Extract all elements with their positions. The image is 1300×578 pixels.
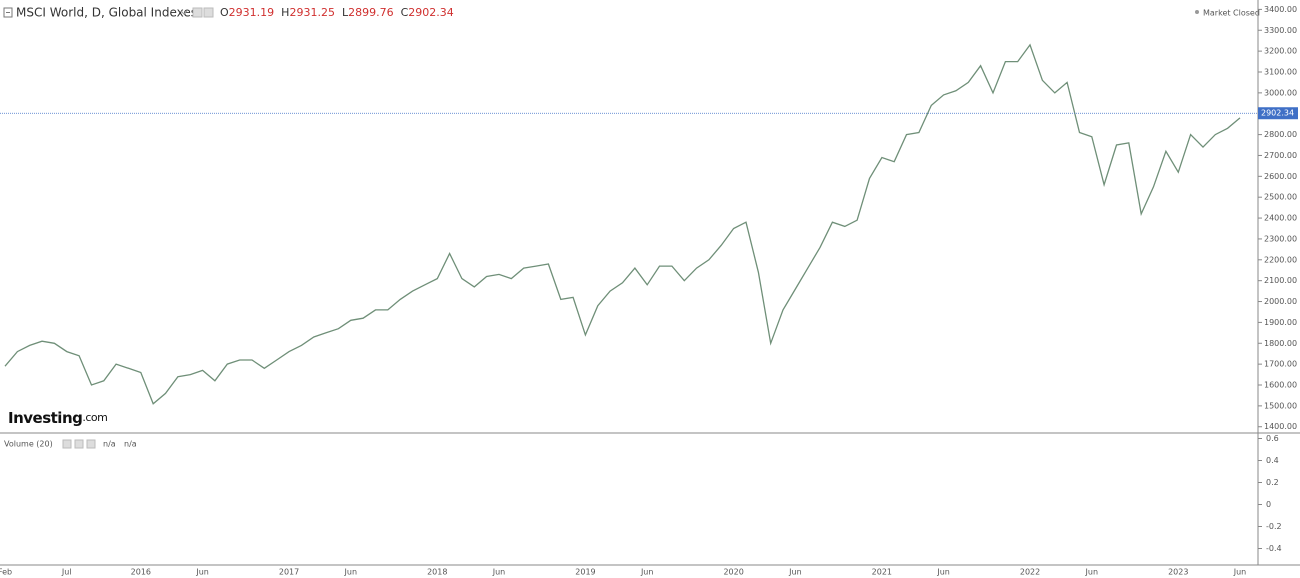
x-tick-label: 2021 (872, 568, 892, 577)
ohlc-value: 2902.34 (408, 6, 454, 19)
dropdown-icon[interactable] (180, 10, 188, 15)
volume-y-tick-label: -0.2 (1266, 522, 1282, 531)
x-tick-label: Jun (1233, 568, 1247, 577)
ohlc-value: 2899.76 (348, 6, 394, 19)
y-tick-label: 1600.00 (1264, 381, 1297, 390)
x-tick-label: 2017 (279, 568, 299, 577)
y-tick-label: 1900.00 (1264, 318, 1297, 327)
x-tick-label: 2019 (575, 568, 595, 577)
watermark-suffix: .com (82, 411, 107, 424)
volume-readout: n/a (124, 440, 137, 449)
ohlc-label: O (220, 6, 229, 19)
watermark-main: Investing (8, 409, 82, 427)
volume-readout: n/a (103, 440, 116, 449)
x-tick-label: 2022 (1020, 568, 1040, 577)
x-tick-label: Feb (0, 568, 12, 577)
volume-icon[interactable] (62, 439, 72, 449)
y-tick-label: 2800.00 (1264, 130, 1297, 139)
x-tick-label: Jun (195, 568, 209, 577)
volume-y-tick-label: 0 (1266, 500, 1271, 509)
y-tick-label: 2400.00 (1264, 214, 1297, 223)
ohlc-label: L (342, 6, 349, 19)
x-tick-label: Jun (640, 568, 654, 577)
ohlc-label: C (401, 6, 409, 19)
volume-title: Volume (20) (4, 440, 53, 449)
y-tick-label: 2200.00 (1264, 255, 1297, 264)
volume-y-tick-label: -0.4 (1266, 544, 1282, 553)
chart-title: MSCI World, D, Global Indexes (16, 6, 197, 20)
y-tick-label: 3100.00 (1264, 67, 1297, 76)
y-tick-label: 3200.00 (1264, 47, 1297, 56)
volume-y-tick-label: 0.6 (1266, 434, 1279, 443)
y-tick-label: 1500.00 (1264, 401, 1297, 410)
y-tick-label: 2600.00 (1264, 172, 1297, 181)
watermark: Investing.com (8, 409, 107, 427)
x-tick-label: Jun (1085, 568, 1099, 577)
y-tick-label: 2300.00 (1264, 234, 1297, 243)
y-tick-label: 1400.00 (1264, 422, 1297, 431)
volume-icon[interactable] (86, 439, 96, 449)
last-price-label: 2902.34 (1261, 109, 1294, 118)
close-icon[interactable] (203, 7, 214, 18)
y-tick-label: 1700.00 (1264, 360, 1297, 369)
y-tick-label: 2700.00 (1264, 151, 1297, 160)
y-tick-label: 2000.00 (1264, 297, 1297, 306)
volume-y-tick-label: 0.4 (1266, 456, 1279, 465)
x-tick-label: 2023 (1168, 568, 1188, 577)
ohlc-readout: O 2931.19 H 2931.25 L 2899.76 C 2902.34 (220, 6, 454, 19)
last-price-box (1258, 107, 1298, 120)
y-tick-label: 2500.00 (1264, 193, 1297, 202)
y-tick-label: 2100.00 (1264, 276, 1297, 285)
y-tick-label: 3300.00 (1264, 26, 1297, 35)
x-tick-label: Jun (788, 568, 802, 577)
x-tick-label: 2018 (427, 568, 447, 577)
ohlc-value: 2931.19 (229, 6, 275, 19)
y-tick-label: 1800.00 (1264, 339, 1297, 348)
y-tick-label: 3400.00 (1264, 5, 1297, 14)
collapse-icon[interactable] (3, 7, 13, 18)
volume-icon[interactable] (74, 439, 84, 449)
x-tick-label: 2016 (131, 568, 151, 577)
ohlc-value: 2931.25 (289, 6, 335, 19)
x-tick-label: Jun (492, 568, 506, 577)
y-tick-label: 3000.00 (1264, 88, 1297, 97)
volume-y-tick-label: 0.2 (1266, 478, 1279, 487)
x-tick-label: Jun (936, 568, 950, 577)
x-tick-label: Jun (344, 568, 358, 577)
x-tick-label: Jul (61, 568, 72, 577)
status-dot (1195, 10, 1199, 14)
price-line (4, 43, 1241, 405)
ohlc-label: H (281, 6, 289, 19)
market-status: Market Closed (1203, 9, 1260, 18)
settings-icon[interactable] (192, 7, 203, 18)
x-tick-label: 2020 (723, 568, 743, 577)
